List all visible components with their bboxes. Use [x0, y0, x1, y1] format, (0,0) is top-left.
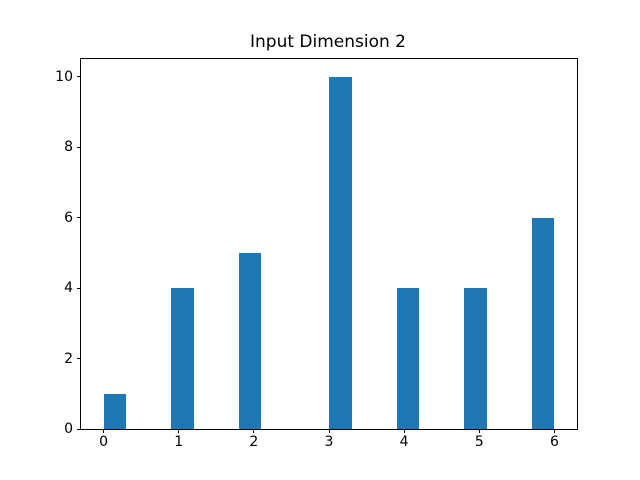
- histogram-bar: [396, 288, 420, 429]
- histogram-bar: [329, 76, 352, 429]
- histogram-bar: [103, 393, 127, 429]
- x-tick-mark: [103, 429, 105, 433]
- chart-title: Input Dimension 2: [249, 32, 406, 52]
- y-tick-label: 2: [64, 350, 73, 367]
- x-tick-label: 5: [474, 434, 484, 450]
- x-tick-label: 1: [174, 434, 184, 450]
- x-tick-mark: [553, 429, 555, 433]
- histogram-bar: [171, 288, 194, 429]
- y-tick-mark: [77, 428, 81, 430]
- y-tick-label: 8: [64, 139, 73, 156]
- y-tick-mark: [77, 217, 81, 219]
- x-tick-label: 6: [549, 434, 559, 450]
- y-tick-label: 0: [64, 421, 73, 437]
- x-tick-label: 2: [249, 434, 259, 450]
- y-tick-label: 4: [64, 280, 73, 297]
- plot-area: 0 1 2 3 4 5 6 0 2 4 6 8 10: [55, 58, 578, 449]
- histogram-bar: [238, 252, 262, 429]
- x-tick-mark: [178, 429, 180, 433]
- y-tick-mark: [77, 76, 81, 78]
- y-tick-mark: [77, 287, 81, 289]
- x-tick-label: 4: [399, 434, 409, 450]
- x-tick-mark: [478, 429, 480, 433]
- y-tick-label: 6: [64, 209, 73, 226]
- y-tick-mark: [77, 358, 81, 360]
- x-tick-mark: [328, 429, 330, 433]
- x-tick-mark: [253, 429, 255, 433]
- histogram-bar: [531, 217, 555, 429]
- x-tick-mark: [403, 429, 405, 433]
- x-tick-label: 3: [324, 434, 334, 450]
- y-tick-mark: [77, 146, 81, 148]
- histogram-bar: [464, 288, 487, 429]
- y-tick-label: 10: [55, 68, 73, 85]
- x-tick-label: 0: [99, 434, 108, 450]
